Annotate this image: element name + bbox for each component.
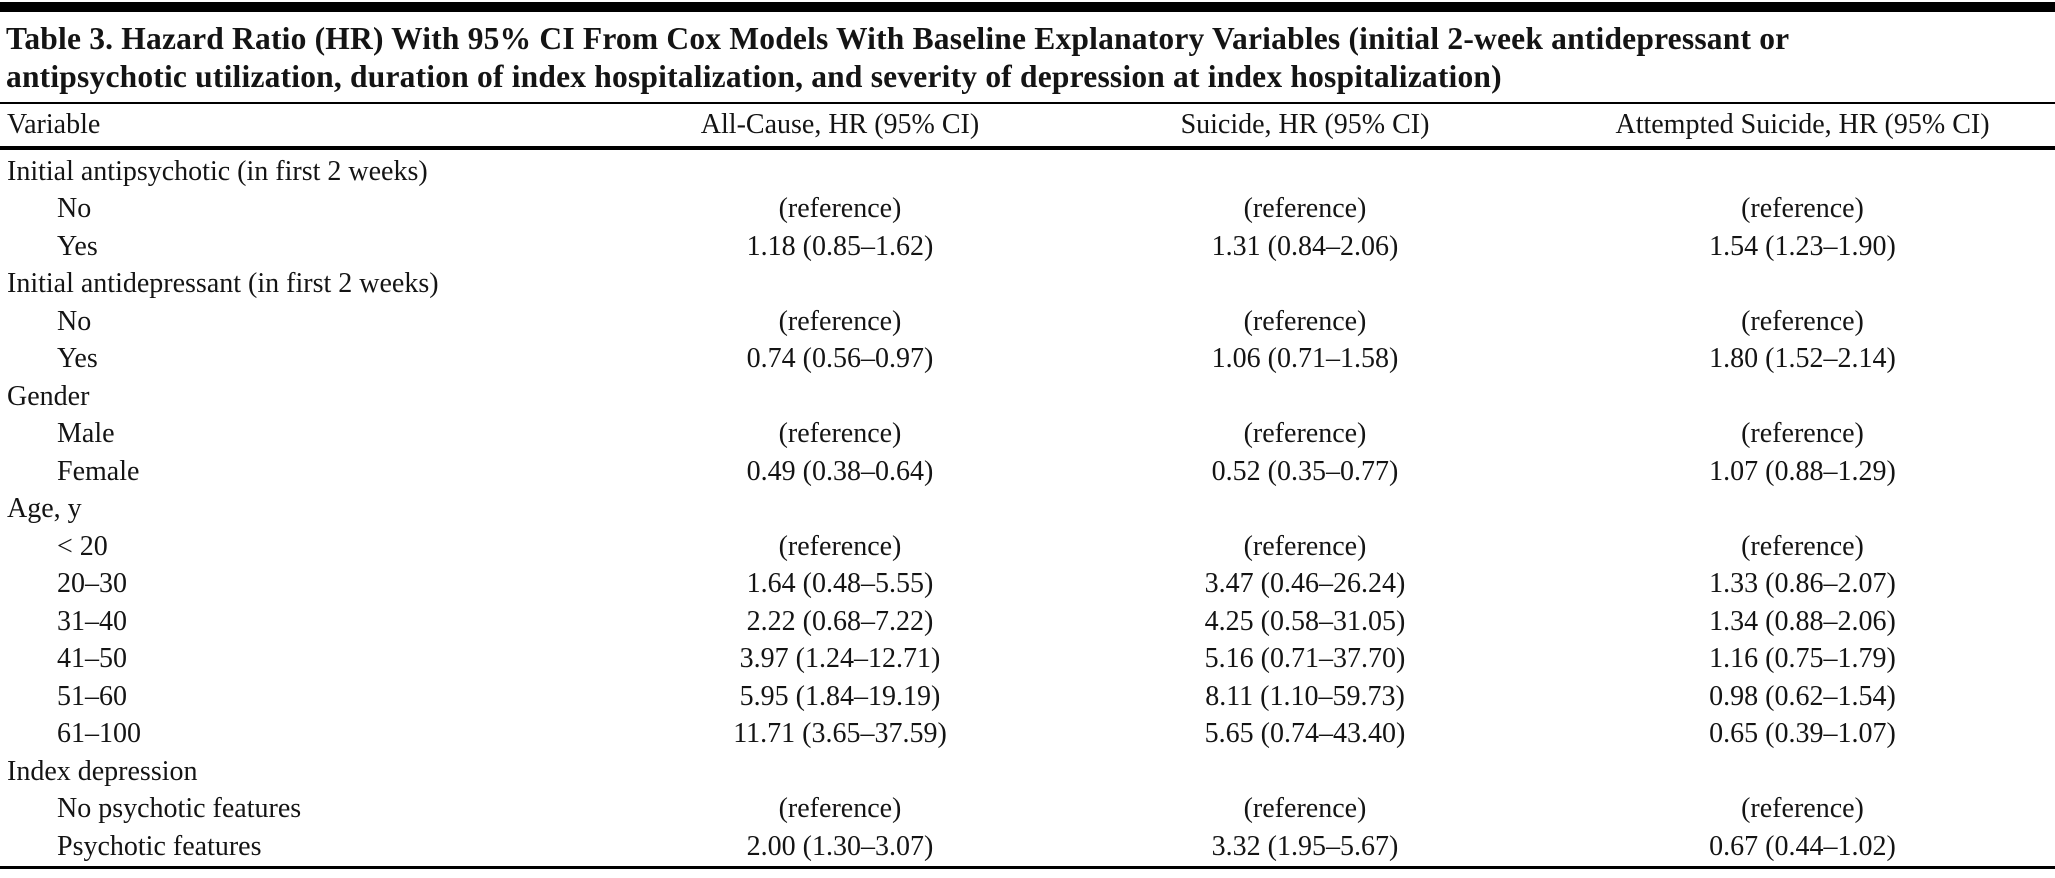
cell-suicide: 1.31 (0.84–2.06): [1211, 230, 1399, 262]
cell-suicide: 1.06 (0.71–1.58): [1211, 343, 1399, 375]
cell-all-cause: 1.18 (0.85–1.62): [746, 230, 934, 262]
cell-suicide: 3.32 (1.95–5.67): [1211, 830, 1399, 862]
header-divider-rule: [0, 146, 2055, 150]
row-label: Initial antidepressant (in first 2 weeks…: [7, 268, 439, 300]
cell-attempted-suicide: 1.16 (0.75–1.79): [1709, 643, 1896, 675]
cell-all-cause: 0.49 (0.38–0.64): [746, 455, 934, 487]
cell-attempted-suicide: (reference): [1741, 530, 1864, 562]
row-label: Gender: [7, 380, 90, 412]
table-row: Initial antipsychotic (in first 2 weeks): [0, 153, 2055, 191]
table-top-rule: [0, 2, 2055, 12]
table-row: Index depression: [0, 753, 2055, 791]
cell-all-cause: (reference): [778, 530, 902, 562]
table-row: No (reference) (reference) (reference): [0, 303, 2055, 341]
table-row: Age, y: [0, 491, 2055, 529]
table-header-row: Variable All-Cause, HR (95% CI) Suicide,…: [0, 104, 2055, 146]
table-row: Yes 1.18 (0.85–1.62) 1.31 (0.84–2.06) 1.…: [0, 228, 2055, 266]
column-header-all-cause: All-Cause, HR (95% CI): [700, 109, 980, 140]
cell-suicide: (reference): [1243, 793, 1367, 825]
cell-all-cause: (reference): [778, 418, 902, 450]
row-label: Psychotic features: [57, 830, 262, 862]
row-label: Index depression: [7, 755, 198, 787]
table-body: Initial antipsychotic (in first 2 weeks)…: [0, 150, 2055, 866]
column-header-attempted-suicide: Attempted Suicide, HR (95% CI): [1615, 109, 1990, 140]
cell-suicide: 5.16 (0.71–37.70): [1204, 643, 1406, 675]
row-label: No: [57, 305, 92, 337]
cell-attempted-suicide: 1.07 (0.88–1.29): [1709, 455, 1896, 487]
cell-suicide: 5.65 (0.74–43.40): [1204, 718, 1406, 750]
cell-all-cause: 11.71 (3.65–37.59): [733, 718, 947, 750]
row-label: No: [57, 193, 92, 225]
table-row: Yes 0.74 (0.56–0.97) 1.06 (0.71–1.58) 1.…: [0, 341, 2055, 379]
table-bottom-rule: [0, 865, 2055, 869]
row-label: No psychotic features: [57, 793, 302, 825]
row-label: 51–60: [57, 680, 127, 712]
cell-attempted-suicide: 1.54 (1.23–1.90): [1709, 230, 1896, 262]
cell-all-cause: (reference): [778, 305, 902, 337]
table-title-line2: antipsychotic utilization, duration of i…: [6, 59, 1502, 94]
cell-attempted-suicide: 0.67 (0.44–1.02): [1709, 830, 1896, 862]
row-label: 41–50: [57, 643, 127, 675]
cell-attempted-suicide: 1.34 (0.88–2.06): [1709, 605, 1896, 637]
row-label: < 20: [57, 530, 108, 562]
cell-suicide: (reference): [1243, 305, 1367, 337]
row-label: Female: [57, 455, 140, 487]
cell-all-cause: 0.74 (0.56–0.97): [746, 343, 934, 375]
cell-attempted-suicide: 1.33 (0.86–2.07): [1709, 568, 1896, 600]
table-row: 31–40 2.22 (0.68–7.22) 4.25 (0.58–31.05)…: [0, 603, 2055, 641]
cell-suicide: (reference): [1243, 418, 1367, 450]
cell-attempted-suicide: 0.65 (0.39–1.07): [1709, 718, 1896, 750]
row-label: 31–40: [57, 605, 127, 637]
column-header-suicide: Suicide, HR (95% CI): [1180, 109, 1430, 140]
row-label: Age, y: [7, 493, 82, 525]
row-label: Initial antipsychotic (in first 2 weeks): [7, 155, 428, 187]
table-row: Female 0.49 (0.38–0.64) 0.52 (0.35–0.77)…: [0, 453, 2055, 491]
row-label: Yes: [57, 230, 98, 262]
cell-suicide: 3.47 (0.46–26.24): [1204, 568, 1406, 600]
table-row: 51–60 5.95 (1.84–19.19) 8.11 (1.10–59.73…: [0, 678, 2055, 716]
cell-attempted-suicide: (reference): [1741, 193, 1864, 225]
column-header-variable: Variable: [7, 109, 101, 140]
table-row: Psychotic features 2.00 (1.30–3.07) 3.32…: [0, 828, 2055, 866]
row-label: 61–100: [57, 718, 141, 750]
cell-suicide: (reference): [1243, 530, 1367, 562]
cell-suicide: 8.11 (1.10–59.73): [1205, 680, 1405, 712]
title-divider-rule: [0, 102, 2055, 104]
cell-suicide: (reference): [1243, 193, 1367, 225]
table-row: No (reference) (reference) (reference): [0, 191, 2055, 229]
cell-all-cause: 1.64 (0.48–5.55): [746, 568, 934, 600]
table-row: 61–100 11.71 (3.65–37.59) 5.65 (0.74–43.…: [0, 716, 2055, 754]
table-row: Male (reference) (reference) (reference): [0, 416, 2055, 454]
table-row: Initial antidepressant (in first 2 weeks…: [0, 266, 2055, 304]
cell-suicide: 0.52 (0.35–0.77): [1211, 455, 1399, 487]
table-row: Gender: [0, 378, 2055, 416]
table-title: Table 3. Hazard Ratio (HR) With 95% CI F…: [0, 12, 2055, 102]
cell-attempted-suicide: 1.80 (1.52–2.14): [1709, 343, 1896, 375]
cell-all-cause: 3.97 (1.24–12.71): [739, 643, 941, 675]
cell-all-cause: 2.22 (0.68–7.22): [746, 605, 934, 637]
cell-all-cause: (reference): [778, 193, 902, 225]
row-label: 20–30: [57, 568, 127, 600]
cell-attempted-suicide: (reference): [1741, 418, 1864, 450]
row-label: Yes: [57, 343, 98, 375]
cell-attempted-suicide: (reference): [1741, 793, 1864, 825]
row-label: Male: [57, 418, 115, 450]
table-row: 41–50 3.97 (1.24–12.71) 5.16 (0.71–37.70…: [0, 641, 2055, 679]
cell-attempted-suicide: 0.98 (0.62–1.54): [1709, 680, 1896, 712]
cell-all-cause: 5.95 (1.84–19.19): [739, 680, 941, 712]
table-row: < 20 (reference) (reference) (reference): [0, 528, 2055, 566]
table-title-line1: Table 3. Hazard Ratio (HR) With 95% CI F…: [6, 21, 1790, 56]
table-row: No psychotic features (reference) (refer…: [0, 791, 2055, 829]
cell-all-cause: 2.00 (1.30–3.07): [746, 830, 934, 862]
cell-attempted-suicide: (reference): [1741, 305, 1864, 337]
cell-suicide: 4.25 (0.58–31.05): [1204, 605, 1406, 637]
cell-all-cause: (reference): [778, 793, 902, 825]
table-row: 20–30 1.64 (0.48–5.55) 3.47 (0.46–26.24)…: [0, 566, 2055, 604]
